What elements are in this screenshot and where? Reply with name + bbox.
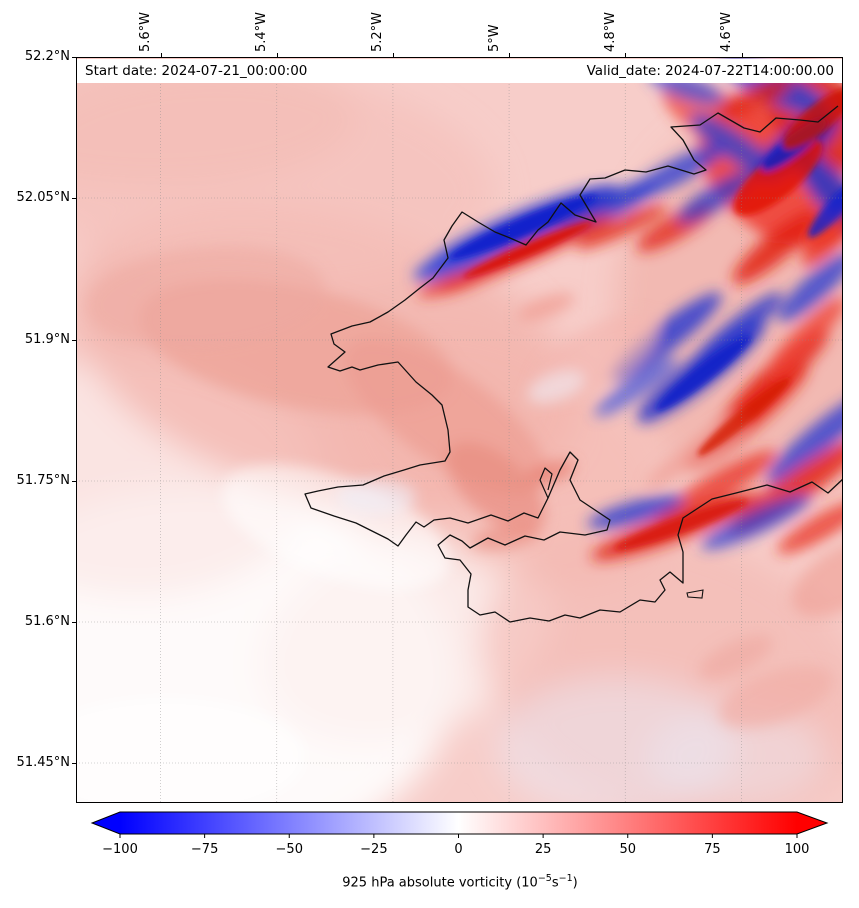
vorticity-blob bbox=[699, 635, 773, 679]
x-tick-mark bbox=[625, 53, 627, 57]
y-tick-mark bbox=[72, 57, 76, 58]
vorticity-blob bbox=[76, 697, 306, 803]
colorbar-tick-label: 75 bbox=[704, 842, 721, 857]
vorticity-blob bbox=[732, 210, 820, 284]
y-tick-mark bbox=[72, 197, 76, 199]
vorticity-blob bbox=[719, 76, 793, 118]
vorticity-blob bbox=[777, 252, 843, 322]
gridlines bbox=[76, 57, 843, 803]
colorbar-tick-label: 100 bbox=[784, 842, 810, 857]
vorticity-blob bbox=[689, 292, 783, 372]
y-tick-label: 51.9°N bbox=[24, 331, 70, 347]
start-date-text: Start date: 2024-07-21_00:00:00 bbox=[85, 63, 308, 79]
coastline bbox=[304, 105, 843, 623]
colorbar-label-close: ) bbox=[572, 875, 578, 891]
vorticity-blob bbox=[526, 460, 576, 484]
vorticity-blob bbox=[766, 297, 843, 377]
vorticity-blob bbox=[656, 335, 752, 411]
x-tick-mark bbox=[276, 53, 278, 57]
vorticity-blob bbox=[471, 523, 541, 551]
x-tick-label: 5°W bbox=[486, 24, 502, 52]
colorbar-tick-marks bbox=[119, 834, 798, 838]
y-tick-label: 52.05°N bbox=[16, 189, 70, 205]
colorbar-tick-label: −25 bbox=[360, 842, 388, 857]
vorticity-blob bbox=[76, 57, 356, 187]
colorbar-tick-label: 0 bbox=[454, 842, 463, 857]
colorbar-tick-label: −50 bbox=[275, 842, 303, 857]
colorbar-over-arrow bbox=[797, 812, 827, 834]
colorbar bbox=[90, 811, 829, 838]
caldey-island-outline bbox=[686, 589, 704, 599]
vorticity-blob bbox=[449, 194, 597, 260]
vorticity-blob bbox=[446, 442, 546, 532]
x-tick-mark bbox=[509, 53, 511, 57]
vorticity-blob bbox=[655, 450, 777, 524]
vorticity-blob bbox=[336, 479, 416, 515]
y-tick-label: 52.2°N bbox=[24, 49, 70, 64]
x-tick-label: 5.6°W bbox=[138, 11, 154, 52]
vorticity-blob bbox=[463, 222, 593, 278]
x-tick-label: 4.8°W bbox=[602, 11, 618, 52]
y-tick-label: 51.75°N bbox=[16, 472, 70, 488]
y-tick-mark bbox=[72, 480, 76, 482]
colorbar-tick-label: −75 bbox=[190, 842, 219, 857]
vorticity-blob bbox=[808, 176, 843, 238]
colorbar-label: 925 hPa absolute vorticity (10−5s−1) bbox=[230, 873, 690, 890]
vorticity-blob bbox=[677, 171, 755, 223]
vorticity-blob bbox=[701, 494, 811, 550]
field-blobs-sharp bbox=[449, 88, 843, 551]
colorbar-tick-label: 25 bbox=[534, 842, 552, 857]
y-tick-mark bbox=[72, 621, 76, 623]
colorbar-label-unit: s bbox=[551, 875, 559, 891]
vorticity-blob bbox=[627, 144, 725, 200]
y-tick-mark bbox=[72, 339, 76, 341]
vorticity-field bbox=[76, 57, 843, 803]
map-axes: Start date: 2024-07-21_00:00:00 Valid_da… bbox=[76, 57, 843, 803]
estuary-line bbox=[539, 467, 553, 499]
colorbar-label-exp1: −5 bbox=[537, 873, 552, 884]
vorticity-blob bbox=[260, 529, 552, 745]
vorticity-blob bbox=[575, 204, 667, 250]
vorticity-blob bbox=[527, 370, 585, 404]
vorticity-blob bbox=[587, 495, 685, 529]
colorbar-tick-label: −100 bbox=[102, 842, 138, 857]
x-tick-label: 5.4°W bbox=[254, 11, 270, 52]
date-annotation-band: Start date: 2024-07-21_00:00:00 Valid_da… bbox=[77, 59, 842, 83]
vorticity-blob bbox=[801, 207, 843, 267]
vorticity-blob bbox=[791, 537, 843, 617]
vorticity-blob bbox=[646, 707, 826, 803]
colorbar-label-text: 925 hPa absolute vorticity (10 bbox=[342, 875, 538, 891]
colorbar-under-arrow bbox=[92, 812, 120, 834]
vorticity-blob bbox=[718, 665, 834, 729]
y-tick-label: 51.6°N bbox=[24, 613, 70, 629]
vorticity-blob bbox=[86, 246, 326, 348]
vorticity-blob bbox=[733, 138, 823, 216]
colorbar-label-exp2: −1 bbox=[558, 873, 573, 884]
x-tick-label: 5.2°W bbox=[370, 11, 386, 52]
vorticity-blob bbox=[766, 390, 843, 484]
y-tick-mark bbox=[72, 762, 76, 764]
x-tick-mark bbox=[741, 53, 743, 57]
x-tick-label: 4.6°W bbox=[719, 11, 735, 52]
valid-date-text: Valid_date: 2024-07-22T14:00:00.00 bbox=[586, 63, 834, 79]
vorticity-blob bbox=[594, 357, 678, 417]
x-tick-mark bbox=[392, 53, 394, 57]
colorbar-gradient bbox=[120, 812, 797, 834]
vorticity-blob bbox=[517, 293, 575, 321]
y-tick-label: 51.45°N bbox=[16, 754, 70, 770]
vorticity-blob bbox=[697, 377, 791, 457]
x-tick-mark bbox=[160, 53, 162, 57]
colorbar-tick-label: 50 bbox=[619, 842, 637, 857]
vorticity-blob bbox=[782, 88, 843, 150]
